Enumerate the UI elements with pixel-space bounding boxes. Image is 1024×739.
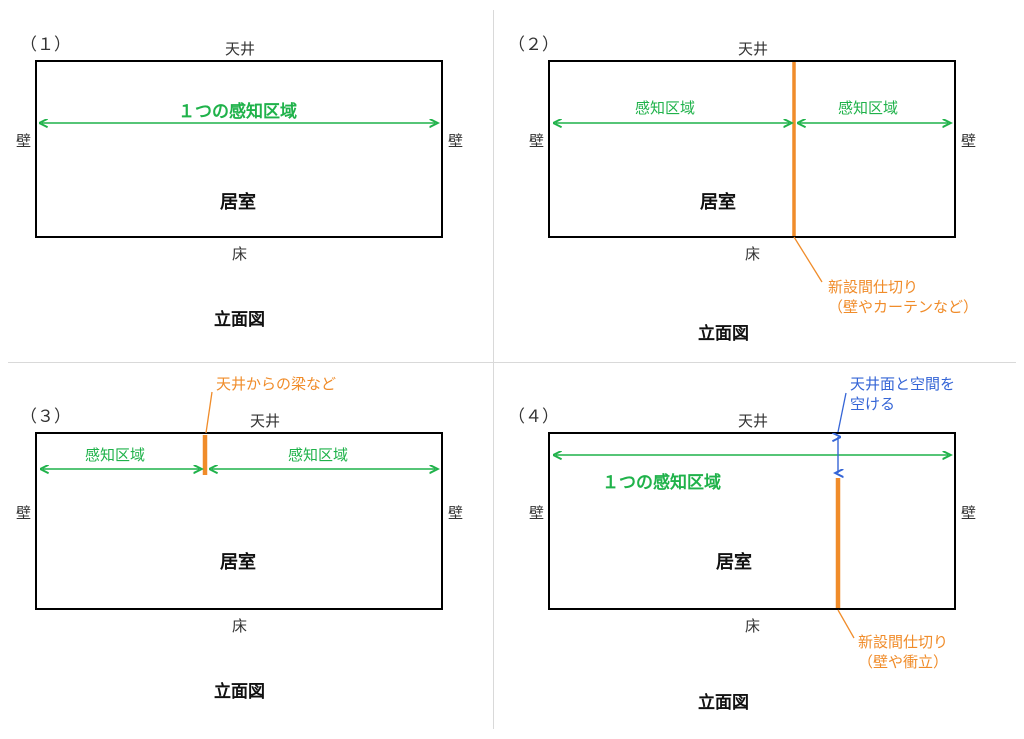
panel-1-room-label: 居室 [220, 188, 256, 214]
panel-3-number: （３） [20, 402, 71, 427]
panel-3-caption: 立面図 [214, 677, 265, 702]
panel-3-note: 天井からの梁など [216, 375, 336, 395]
panel-4-room-label: 居室 [716, 548, 752, 574]
panel-4-note-orange-line2: （壁や衝立） [858, 653, 948, 673]
panel-2-caption: 立面図 [698, 319, 749, 344]
panel-3-wall-left: 壁 [16, 502, 31, 523]
panel-4-ceiling-label: 天井 [738, 410, 768, 431]
panel-4-note-orange-line1: 新設間仕切り [858, 633, 948, 653]
panel-1-number: （１） [20, 30, 71, 55]
panel-2-zone-right: 感知区域 [838, 97, 898, 118]
panel-1-caption: 立面図 [214, 305, 265, 330]
panel-4-wall-left: 壁 [529, 502, 544, 523]
panel-4-room-box [548, 432, 956, 610]
panel-3-zone-left: 感知区域 [85, 444, 145, 465]
panel-1-zone-label: １つの感知区域 [178, 97, 297, 122]
panel-1-wall-left: 壁 [16, 130, 31, 151]
diagram-grid: （１） 天井 床 壁 壁 居室 立面図 １つの感知区域 （２） 天井 床 壁 壁… [0, 0, 1024, 739]
panel-2-zone-left: 感知区域 [635, 97, 695, 118]
panel-2-wall-right: 壁 [961, 130, 976, 151]
panel-4-caption: 立面図 [698, 688, 749, 713]
panel-4-note-blue-line1: 天井面と空間を [850, 375, 955, 395]
panel-2-note-line2: （壁やカーテンなど） [828, 298, 978, 318]
panel-3-wall-right: 壁 [448, 502, 463, 523]
panel-4-floor-label: 床 [745, 615, 760, 636]
panel-3-room-label: 居室 [220, 548, 256, 574]
panel-1-ceiling-label: 天井 [225, 38, 255, 59]
panel-4-wall-right: 壁 [961, 502, 976, 523]
panel-2-room-box [548, 60, 956, 238]
panel-4-note-blue-line2: 空ける [850, 395, 895, 415]
panel-1-floor-label: 床 [232, 243, 247, 264]
panel-1-wall-right: 壁 [448, 130, 463, 151]
panel-2-ceiling-label: 天井 [738, 38, 768, 59]
panel-2-room-label: 居室 [700, 188, 736, 214]
panel-2-wall-left: 壁 [529, 130, 544, 151]
panel-4-number: （４） [508, 402, 559, 427]
divider-horizontal [8, 362, 1016, 363]
panel-4-zone-label: １つの感知区域 [602, 468, 721, 493]
panel-2-number: （２） [508, 30, 559, 55]
panel-3-floor-label: 床 [232, 615, 247, 636]
divider-vertical [493, 10, 494, 729]
panel-3-zone-right: 感知区域 [288, 444, 348, 465]
panel-2-note-line1: 新設間仕切り [828, 278, 918, 298]
panel-2-floor-label: 床 [745, 243, 760, 264]
panel-3-ceiling-label: 天井 [250, 410, 280, 431]
